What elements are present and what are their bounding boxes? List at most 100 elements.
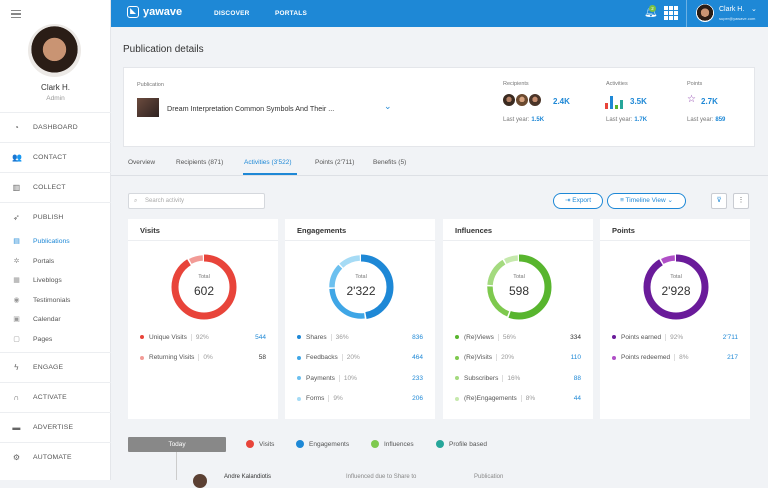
breakdown-row: Payments 10% 233 xyxy=(297,372,423,384)
testimonials-icon: ◉ xyxy=(13,296,20,304)
tab-benefits[interactable]: Benefits (5) xyxy=(373,159,407,166)
influences-card: Influences Total 598 (Re)Views 56% 334 (Re)Vis… xyxy=(443,219,593,419)
recipients-last-year: Last year: 1.5K xyxy=(503,117,545,123)
nav-portals[interactable]: PORTALS xyxy=(275,10,307,17)
series-dot-icon xyxy=(140,335,144,339)
active-tab-indicator xyxy=(243,173,297,175)
tab-recipients[interactable]: Recipients (871) xyxy=(176,159,224,166)
breakdown-row: Unique Visits 92% 544 xyxy=(140,331,266,343)
timeline-entry-name[interactable]: Andre Kalandiotis xyxy=(224,474,272,480)
more-options-button[interactable]: ⋮ xyxy=(733,193,749,209)
donut-segment[interactable] xyxy=(328,254,394,320)
menu-icon[interactable] xyxy=(11,10,21,18)
series-dot-icon xyxy=(297,396,301,401)
sidebar-item-label: DASHBOARD xyxy=(33,124,78,131)
donut-chart xyxy=(643,254,709,320)
profile-based-legend-icon xyxy=(436,440,444,448)
breakdown-percent: 16% xyxy=(502,374,520,382)
chevron-down-icon: ⌄ xyxy=(665,197,673,204)
breakdown-value[interactable]: 233 xyxy=(412,374,423,382)
sidebar-subitem-label: Calendar xyxy=(33,316,61,324)
recipient-avatar xyxy=(528,93,542,107)
visits-card: Visits Total 602 Unique Visits 92% 544 Returni… xyxy=(128,219,278,419)
card-divider xyxy=(600,240,750,241)
breakdown-label: (Re)Engagements xyxy=(464,395,517,402)
sidebar-item-dashboard[interactable]: ◔ DASHBOARD xyxy=(0,112,111,142)
activities-bars-icon xyxy=(605,95,625,109)
sidebar-item-collect[interactable]: ▥ COLLECT xyxy=(0,172,111,202)
timeline-entry-avatar[interactable] xyxy=(193,474,207,488)
sidebar-item-engage[interactable]: ϟ ENGAGE xyxy=(0,352,111,382)
portals-icon: ✲ xyxy=(13,257,20,265)
sidebar-item-label: ENGAGE xyxy=(33,364,64,371)
filter-button[interactable]: ⊽ xyxy=(711,193,727,209)
breakdown-value[interactable]: 836 xyxy=(412,333,423,341)
legend-engagements[interactable]: Engagements xyxy=(296,440,349,448)
sidebar-item-contact[interactable]: 👥 CONTACT xyxy=(0,142,111,172)
donut-segment[interactable] xyxy=(486,254,552,320)
sidebar-subitem-label: Portals xyxy=(33,257,55,265)
breakdown-value: 58 xyxy=(258,354,266,361)
breakdown-value[interactable]: 217 xyxy=(727,354,738,361)
sidebar-item-activate[interactable]: ∩ ACTIVATE xyxy=(0,382,111,412)
apps-grid-icon[interactable] xyxy=(664,6,678,20)
donut-segment[interactable] xyxy=(329,255,393,319)
breakdown-value[interactable]: 44 xyxy=(573,395,581,402)
donut-segment[interactable] xyxy=(643,254,709,320)
sidebar-subitem-calendar[interactable]: ▣ Calendar xyxy=(0,310,111,330)
legend-label: Profile based xyxy=(449,440,487,448)
breakdown-percent: 56% xyxy=(497,333,516,341)
notification-badge: 2 xyxy=(649,5,656,12)
sidebar-item-publish[interactable]: ➶ PUBLISH xyxy=(0,202,111,232)
sidebar-item-automate[interactable]: ⚙ AUTOMATE xyxy=(0,442,111,472)
sidebar-subitem-pages[interactable]: ▢ Pages xyxy=(0,330,111,350)
legend-profile-based[interactable]: Profile based xyxy=(436,440,487,448)
chevron-down-icon[interactable]: ⌄ xyxy=(751,6,757,13)
breakdown-value[interactable]: 206 xyxy=(412,395,423,402)
breakdown-value[interactable]: 88 xyxy=(573,374,581,382)
sidebar-subitem-portals[interactable]: ✲ Portals xyxy=(0,252,111,272)
card-divider xyxy=(285,240,435,241)
publication-title: Dream Interpretation Common Symbols And … xyxy=(167,104,335,113)
breakdown-value[interactable]: 110 xyxy=(570,354,581,361)
advertise-icon: ▬ xyxy=(12,423,21,432)
automate-icon: ⚙ xyxy=(12,453,21,462)
donut-total-label: Total xyxy=(513,274,525,280)
donut-total-value: 2'928 xyxy=(661,284,691,298)
today-marker: Today xyxy=(128,437,226,452)
tab-overview[interactable]: Overview xyxy=(128,159,156,166)
breakdown-value[interactable]: 2'711 xyxy=(722,333,738,341)
legend-visits[interactable]: Visits xyxy=(246,440,274,448)
user-email: super@yawave.com xyxy=(719,16,756,21)
card-title: Influences xyxy=(455,226,493,235)
timeline-view-select[interactable]: ≡ Timeline View ⌄ xyxy=(607,193,686,209)
points-card: Points Total 2'928 Points earned 92% 2'711 Poi… xyxy=(600,219,750,419)
timeline-view-label: Timeline View xyxy=(625,197,666,204)
donut-chart xyxy=(171,254,237,320)
card-divider xyxy=(128,240,278,241)
export-button[interactable]: ⇥ Export xyxy=(553,193,603,209)
series-dot-icon xyxy=(140,355,144,360)
sidebar-subitem-publications[interactable]: ▤ Publications xyxy=(0,232,111,252)
user-avatar[interactable] xyxy=(696,4,714,22)
donut-segment[interactable] xyxy=(329,255,393,319)
sidebar-item-advertise[interactable]: ▬ ADVERTISE xyxy=(0,412,111,442)
sidebar-subitem-testimonials[interactable]: ◉ Testimonials xyxy=(0,291,111,311)
star-icon: ☆ xyxy=(687,94,696,105)
sidebar-item-label: AUTOMATE xyxy=(33,454,72,461)
publication-select-chevron-icon[interactable]: ⌄ xyxy=(384,101,392,111)
tab-activities[interactable]: Activities (3'522) xyxy=(244,159,292,166)
engagements-card: Engagements Total 2'322 Shares 36% 836 Feedbac… xyxy=(285,219,435,419)
search-input[interactable]: ⌕ Search activity xyxy=(128,193,265,209)
donut-segment[interactable] xyxy=(171,254,237,320)
breakdown-value[interactable]: 544 xyxy=(255,333,266,341)
nav-discover[interactable]: DISCOVER xyxy=(214,10,250,17)
donut-segment[interactable] xyxy=(487,255,551,319)
tab-points[interactable]: Points (2'711) xyxy=(315,159,355,166)
avatar[interactable] xyxy=(28,24,81,77)
brand-logo[interactable]: ◣ yawave xyxy=(127,6,182,18)
legend-influences[interactable]: Influences xyxy=(371,440,414,448)
breakdown-value[interactable]: 464 xyxy=(412,354,423,361)
sidebar-subitem-liveblogs[interactable]: ▦ Liveblogs xyxy=(0,271,111,291)
user-name[interactable]: Clark H. xyxy=(719,6,745,13)
